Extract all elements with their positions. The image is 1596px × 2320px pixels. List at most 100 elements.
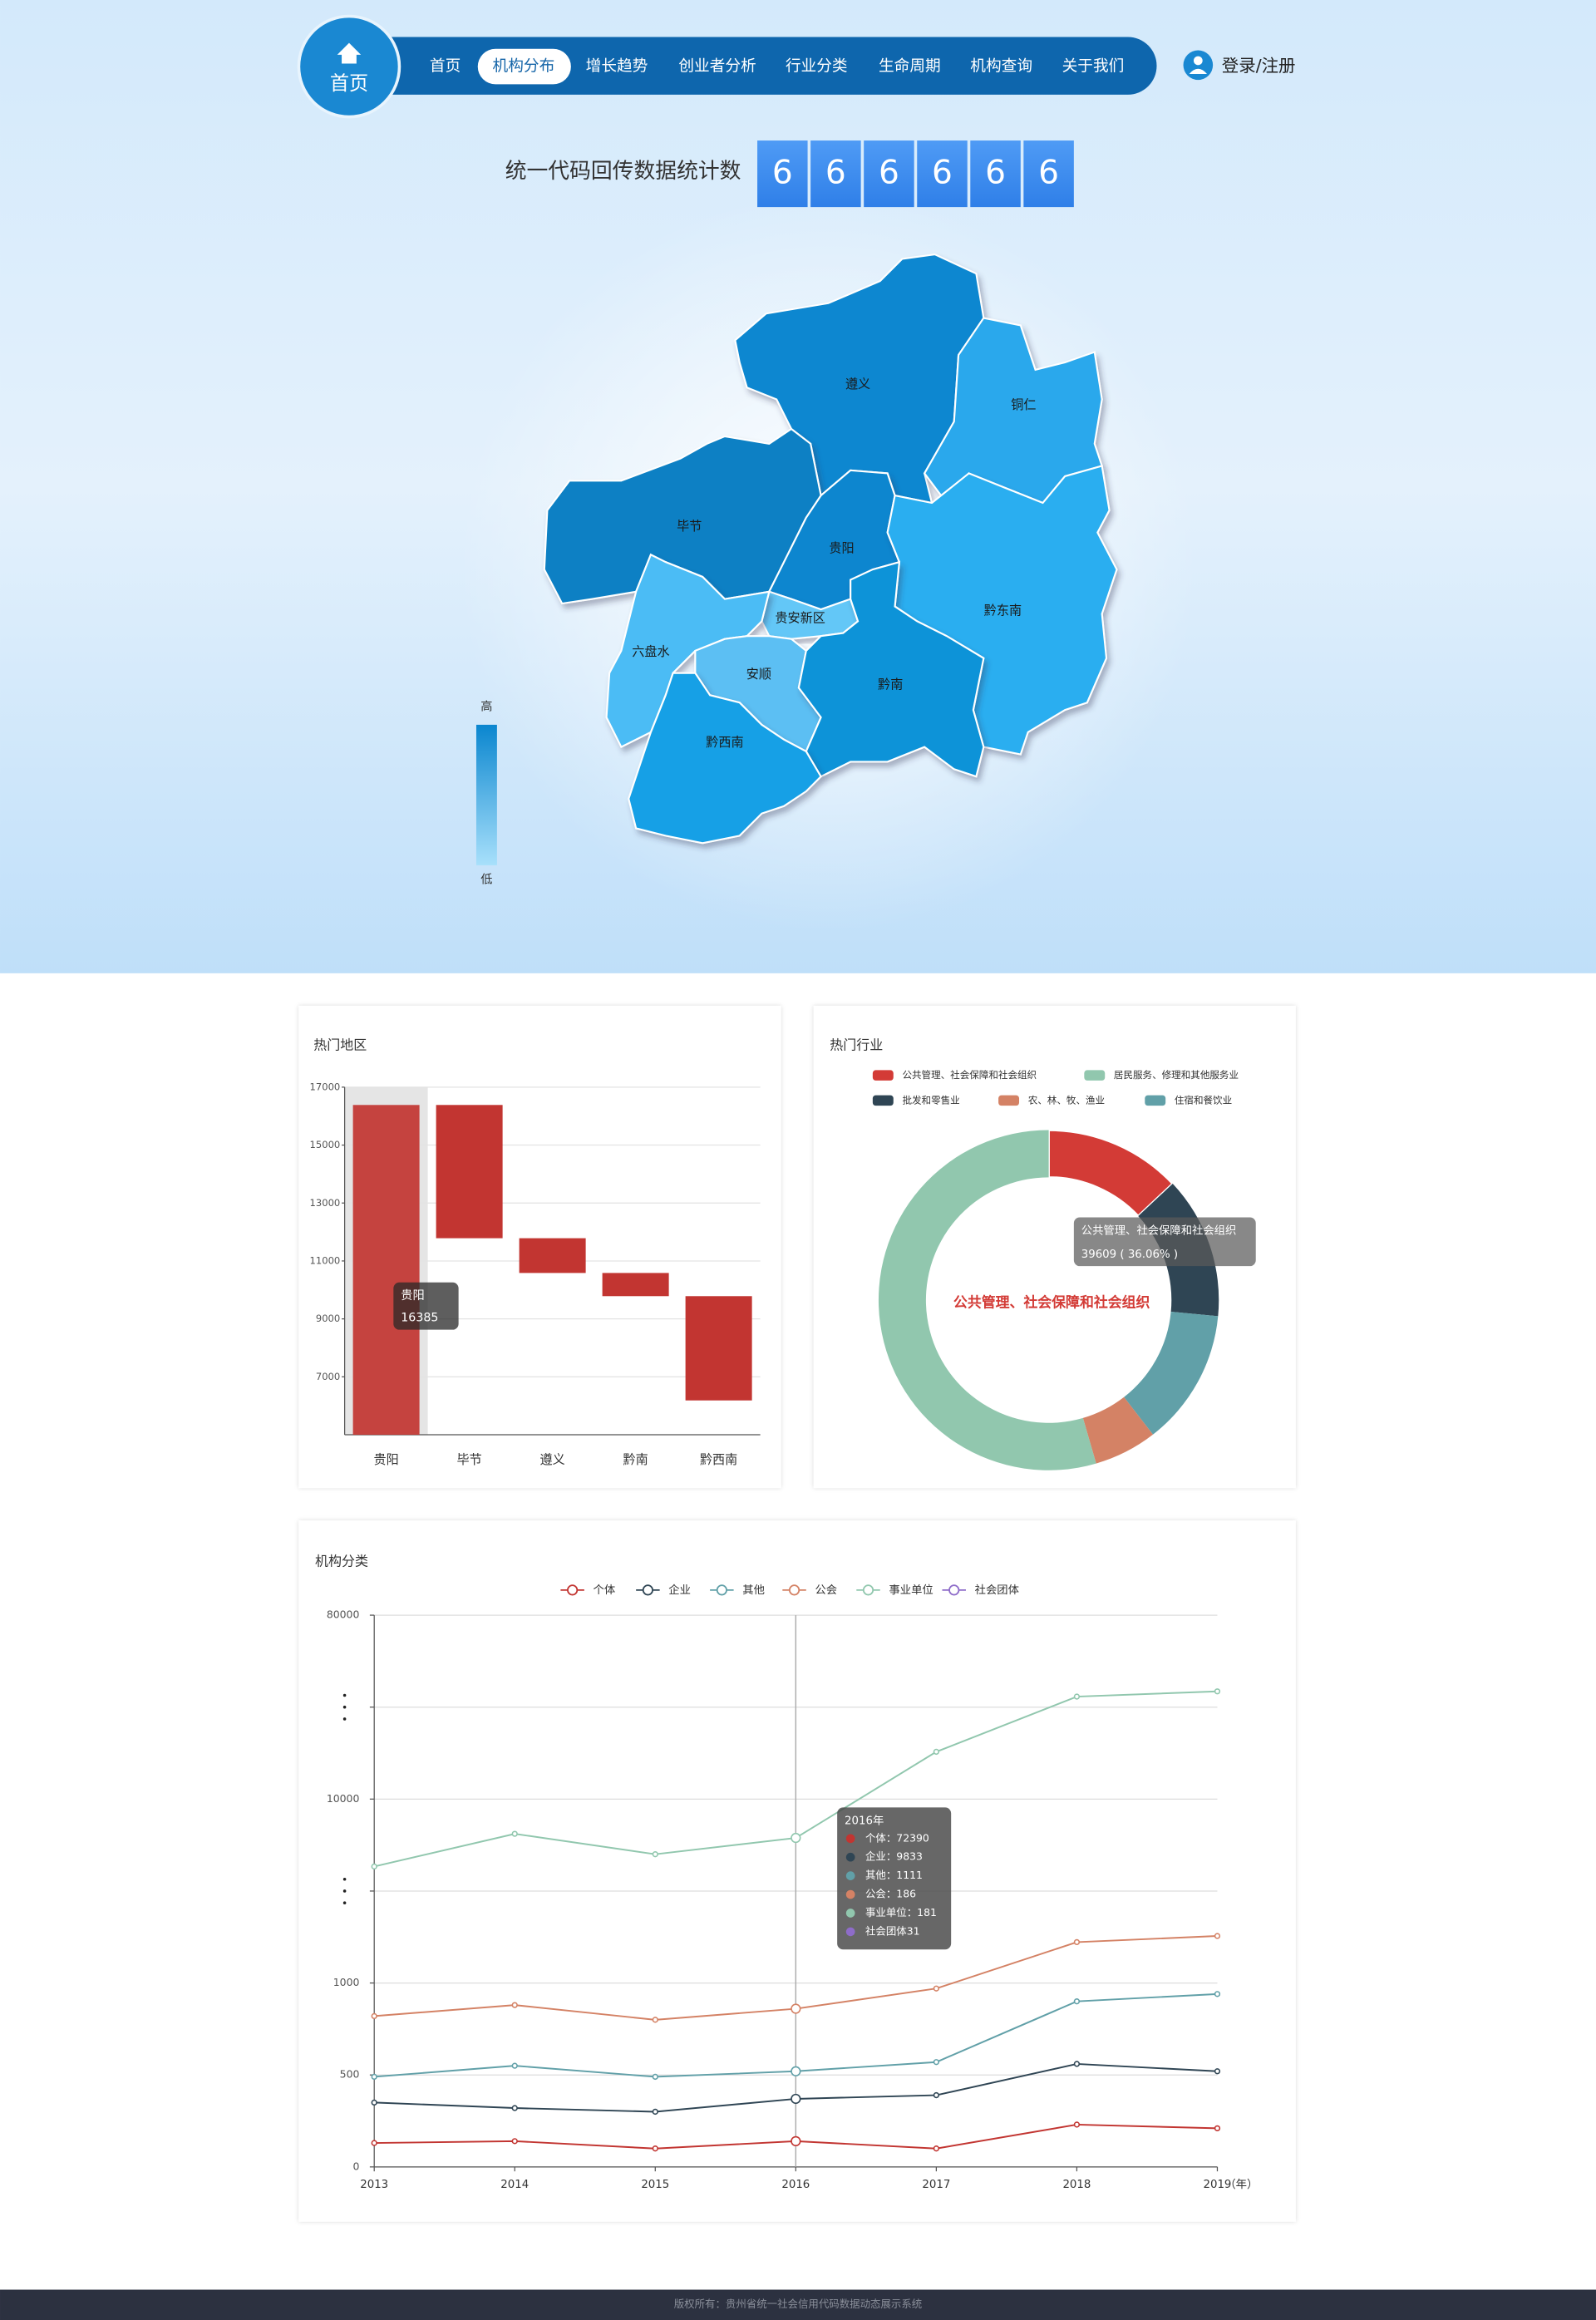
data-point bbox=[371, 2140, 377, 2146]
map-region[interactable] bbox=[628, 672, 822, 845]
nav-item[interactable]: 行业分类 bbox=[786, 58, 848, 76]
tooltip-value: 16385 bbox=[401, 1311, 438, 1324]
data-point bbox=[652, 2017, 658, 2023]
legend-marker bbox=[567, 1584, 579, 1596]
data-point bbox=[933, 1748, 940, 1756]
tooltip-title: 2016年 bbox=[845, 1814, 884, 1827]
tooltip-title: 贵阳 bbox=[401, 1288, 424, 1303]
nav-item[interactable]: 生命周期 bbox=[879, 58, 941, 76]
axis-break-dot bbox=[342, 1889, 347, 1893]
x-tick-label: 2013 bbox=[360, 2179, 388, 2191]
data-point bbox=[791, 2135, 801, 2146]
data-point bbox=[791, 2066, 801, 2076]
map-region[interactable] bbox=[734, 253, 985, 505]
nav-item[interactable]: 机构分布 bbox=[493, 58, 555, 76]
legend-marker bbox=[716, 1584, 727, 1596]
counter-digit: 6 bbox=[1038, 154, 1059, 191]
axis-break-dot bbox=[342, 1705, 347, 1709]
data-point bbox=[511, 2002, 518, 2008]
data-point bbox=[1073, 2061, 1081, 2067]
data-point bbox=[1214, 2068, 1221, 2075]
x-tick-label: 黔西南 bbox=[700, 1452, 737, 1467]
data-point bbox=[1073, 1693, 1081, 1700]
login-link[interactable]: 登录/注册 bbox=[1222, 56, 1296, 76]
data-point bbox=[652, 2108, 658, 2116]
tooltip-dot bbox=[845, 1852, 855, 1862]
map-legend-high: 高 bbox=[480, 700, 492, 714]
legend-label: 公共管理、社会保障和社会组织 bbox=[902, 1069, 1037, 1081]
legend-label: 个体 bbox=[594, 1584, 616, 1597]
data-point bbox=[511, 2105, 518, 2111]
x-tick-label: 毕节 bbox=[457, 1452, 482, 1467]
tooltip-item: 其他：1111 bbox=[865, 1869, 923, 1881]
legend-label: 其他 bbox=[742, 1584, 765, 1597]
y-tick-label: 17000 bbox=[310, 1081, 341, 1092]
tooltip-dot bbox=[845, 1889, 855, 1899]
user-icon-head bbox=[1193, 56, 1203, 66]
y-tick-label: 0 bbox=[352, 2160, 359, 2172]
map-region-label: 六盘水 bbox=[632, 644, 669, 659]
legend-label: 社会团体 bbox=[975, 1584, 1019, 1597]
data-point bbox=[791, 2003, 801, 2014]
bar bbox=[352, 1105, 420, 1436]
home-button[interactable] bbox=[297, 14, 401, 119]
legend-swatch bbox=[998, 1095, 1020, 1106]
y-tick-label: 15000 bbox=[310, 1139, 341, 1150]
data-point bbox=[652, 2073, 658, 2081]
x-tick-label: 黔南 bbox=[623, 1452, 648, 1467]
data-point bbox=[371, 2099, 377, 2106]
x-axis-unit: （年） bbox=[1224, 2178, 1258, 2191]
map-region-label: 安顺 bbox=[746, 667, 771, 682]
tooltip bbox=[837, 1807, 952, 1950]
legend-swatch bbox=[872, 1070, 894, 1081]
data-point bbox=[511, 2138, 518, 2145]
tooltip-dot bbox=[845, 1871, 855, 1880]
y-tick-label: 80000 bbox=[327, 1608, 360, 1621]
home-label[interactable]: 首页 bbox=[330, 73, 368, 95]
x-tick-label: 2014 bbox=[500, 2179, 529, 2191]
data-point bbox=[1073, 1938, 1081, 1946]
y-tick-label: 500 bbox=[340, 2068, 360, 2081]
nav-item[interactable]: 机构查询 bbox=[970, 58, 1032, 76]
tooltip-item: 公会：186 bbox=[865, 1888, 916, 1900]
tooltip-dot bbox=[845, 1909, 855, 1918]
axis-break-dot bbox=[342, 1717, 347, 1721]
legend-marker bbox=[788, 1584, 800, 1596]
legend-marker bbox=[862, 1584, 874, 1596]
x-tick-label: 贵阳 bbox=[374, 1452, 399, 1467]
counter-digit-box bbox=[917, 140, 968, 208]
bar bbox=[685, 1296, 752, 1401]
bar bbox=[602, 1273, 669, 1297]
chart-title: 机构分类 bbox=[315, 1554, 368, 1569]
map-region-label: 铜仁 bbox=[1011, 397, 1036, 412]
counter-digit: 6 bbox=[825, 154, 846, 191]
counter-digit-box bbox=[1023, 140, 1074, 208]
footer-text: 版权所有：贵州省统一社会信用代码数据动态展示系统 bbox=[674, 2298, 923, 2310]
counter-digit-box bbox=[864, 140, 914, 208]
legend-marker bbox=[948, 1584, 960, 1596]
axis-break-dot bbox=[342, 1877, 347, 1881]
data-point bbox=[511, 1830, 518, 1837]
bar bbox=[436, 1105, 503, 1239]
nav-item[interactable]: 关于我们 bbox=[1062, 58, 1125, 76]
data-point bbox=[1214, 2125, 1221, 2132]
y-tick-label: 13000 bbox=[310, 1197, 341, 1209]
card bbox=[298, 1520, 1296, 2222]
nav-item[interactable]: 首页 bbox=[430, 58, 461, 76]
counter-digit: 6 bbox=[932, 154, 953, 191]
nav-item[interactable]: 增长趋势 bbox=[586, 58, 648, 76]
legend-label: 事业单位 bbox=[889, 1584, 933, 1597]
legend-swatch bbox=[872, 1095, 894, 1106]
tooltip-item: 个体：72390 bbox=[865, 1831, 929, 1844]
x-tick-label: 遵义 bbox=[540, 1452, 565, 1467]
data-point bbox=[933, 2145, 940, 2152]
map-legend-low: 低 bbox=[480, 873, 492, 887]
home-icon bbox=[337, 42, 362, 64]
nav-item[interactable]: 创业者分析 bbox=[678, 58, 756, 76]
tooltip bbox=[1073, 1217, 1256, 1267]
legend-label: 住宿和餐饮业 bbox=[1175, 1094, 1232, 1106]
map-legend-bar bbox=[475, 724, 497, 865]
data-point bbox=[1214, 1991, 1221, 1997]
counter-label: 统一代码回传数据统计数 bbox=[505, 159, 741, 184]
